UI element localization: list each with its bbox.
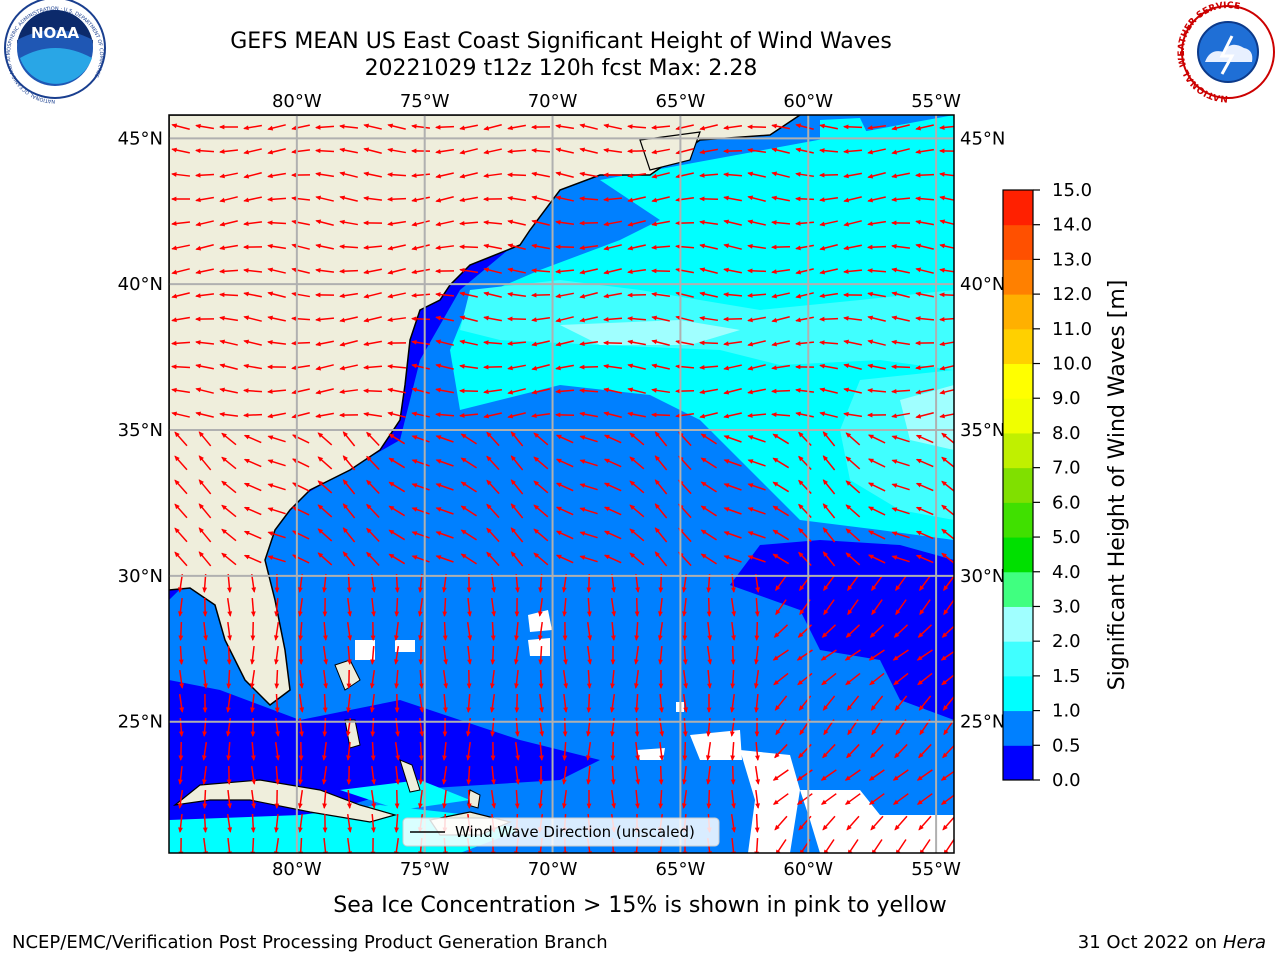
lon-tick-label-bottom: 70°W xyxy=(528,859,578,880)
lon-tick-label-top: 75°W xyxy=(400,91,450,112)
svg-text:NOAA: NOAA xyxy=(31,24,80,42)
colorbar-block xyxy=(1003,398,1033,434)
colorbar-tick-label: 1.0 xyxy=(1052,701,1081,722)
lon-tick-label-bottom: 55°W xyxy=(911,859,961,880)
run-date-text: 31 Oct 2022 on xyxy=(1077,932,1223,953)
lon-tick-label-top: 55°W xyxy=(911,91,961,112)
noaa-logo: NOAA NATIONAL OCEANIC AND ATMOSPHERIC AD… xyxy=(4,0,106,104)
wave-height-bands xyxy=(169,115,954,853)
lon-tick-label-bottom: 60°W xyxy=(783,859,833,880)
colorbar-tick-label: 4.0 xyxy=(1052,562,1081,583)
sea-ice-note: Sea Ice Concentration > 15% is shown in … xyxy=(333,893,947,918)
lat-tick-label-right: 30°N xyxy=(960,566,1005,587)
lon-tick-label-bottom: 75°W xyxy=(400,859,450,880)
colorbar-tick-label: 5.0 xyxy=(1052,527,1081,548)
nws-logo: NATIONAL WEATHER SERVICE xyxy=(1177,1,1275,103)
colorbar-tick-label: 9.0 xyxy=(1052,388,1081,409)
map-title: GEFS MEAN US East Coast Significant Heig… xyxy=(230,29,892,54)
lon-tick-label-top: 70°W xyxy=(528,91,578,112)
colorbar-ticks: 0.0 0.5 1.0 1.5 2.0 3.0 4.0 5.0 6.0 7.0 8.0 9.0 10.0… xyxy=(1033,180,1092,791)
lat-tick-label-right: 35°N xyxy=(960,420,1005,441)
colorbar-block xyxy=(1003,328,1033,365)
colorbar-block xyxy=(1003,190,1033,226)
colorbar-label: Significant Height of Wind Waves [m] xyxy=(1105,280,1130,691)
colorbar-block xyxy=(1003,259,1033,295)
missing-data-patches xyxy=(355,610,954,853)
lat-tick-label-right: 25°N xyxy=(960,712,1005,733)
map-subtitle: 20221029 t12z 120h fcst Max: 2.28 xyxy=(365,56,758,81)
lat-tick-label-left: 40°N xyxy=(118,274,163,295)
lat-tick-label-right: 40°N xyxy=(960,274,1005,295)
colorbar-tick-label: 13.0 xyxy=(1052,249,1092,270)
colorbar-tick-label: 8.0 xyxy=(1052,423,1081,444)
colorbar-block xyxy=(1003,363,1033,399)
graticule-grid xyxy=(169,115,954,853)
colorbar-tick-label: 10.0 xyxy=(1052,354,1092,375)
colorbar-block xyxy=(1003,675,1033,712)
lon-tick-label-top: 65°W xyxy=(656,91,706,112)
map-plot-area: 80°W 80°W 75°W 75°W 70°W 70°W 65°W 65°W 60°W 60°W… xyxy=(118,91,1006,880)
lat-tick-label-left: 25°N xyxy=(118,712,163,733)
colorbar-tick-label: 2.0 xyxy=(1052,631,1081,652)
colorbar-tick-label: 0.0 xyxy=(1052,770,1081,791)
lon-tick-label-bottom: 65°W xyxy=(656,859,706,880)
colorbar-block xyxy=(1003,502,1033,538)
colorbar: 0.0 0.5 1.0 1.5 2.0 3.0 4.0 5.0 6.0 7.0 8.0 9.0 10.0… xyxy=(1002,180,1130,791)
colorbar-tick-label: 15.0 xyxy=(1052,180,1092,201)
colorbar-blocks xyxy=(1003,190,1033,781)
legend-label: Wind Wave Direction (unscaled) xyxy=(455,823,695,841)
credit-text: NCEP/EMC/Verification Post Processing Pr… xyxy=(12,932,608,953)
colorbar-block xyxy=(1003,571,1033,607)
colorbar-block xyxy=(1003,606,1033,642)
colorbar-block xyxy=(1003,641,1033,677)
vector-legend: Wind Wave Direction (unscaled) xyxy=(402,817,720,847)
run-date: 31 Oct 2022 on Hera xyxy=(1078,932,1266,953)
colorbar-tick-label: 11.0 xyxy=(1052,319,1092,340)
colorbar-tick-label: 14.0 xyxy=(1052,215,1092,236)
colorbar-frame xyxy=(1002,189,1034,781)
lon-tick-label-top: 80°W xyxy=(272,91,322,112)
map-frame xyxy=(168,114,955,854)
colorbar-tick-label: 3.0 xyxy=(1052,596,1081,617)
colorbar-block xyxy=(1003,294,1033,330)
lat-tick-label-right: 45°N xyxy=(960,128,1005,149)
colorbar-block xyxy=(1003,432,1033,469)
colorbar-tick-label: 1.5 xyxy=(1052,666,1081,687)
colorbar-tick-label: 12.0 xyxy=(1052,284,1092,305)
map-tick-labels: 80°W 80°W 75°W 75°W 70°W 70°W 65°W 65°W 60°W 60°W… xyxy=(118,91,1006,880)
lat-tick-label-left: 35°N xyxy=(118,420,163,441)
lon-tick-label-top: 60°W xyxy=(783,91,833,112)
colorbar-block xyxy=(1003,710,1033,746)
colorbar-tick-label: 7.0 xyxy=(1052,458,1081,479)
colorbar-tick-label: 0.5 xyxy=(1052,735,1081,756)
colorbar-block xyxy=(1003,537,1033,573)
lon-tick-label-bottom: 80°W xyxy=(272,859,322,880)
colorbar-tick-label: 6.0 xyxy=(1052,492,1081,513)
colorbar-block xyxy=(1003,745,1033,781)
lat-tick-label-left: 30°N xyxy=(118,566,163,587)
colorbar-block xyxy=(1003,467,1033,503)
run-host: Hera xyxy=(1222,932,1266,953)
colorbar-block xyxy=(1003,224,1033,260)
lat-tick-label-left: 45°N xyxy=(118,128,163,149)
